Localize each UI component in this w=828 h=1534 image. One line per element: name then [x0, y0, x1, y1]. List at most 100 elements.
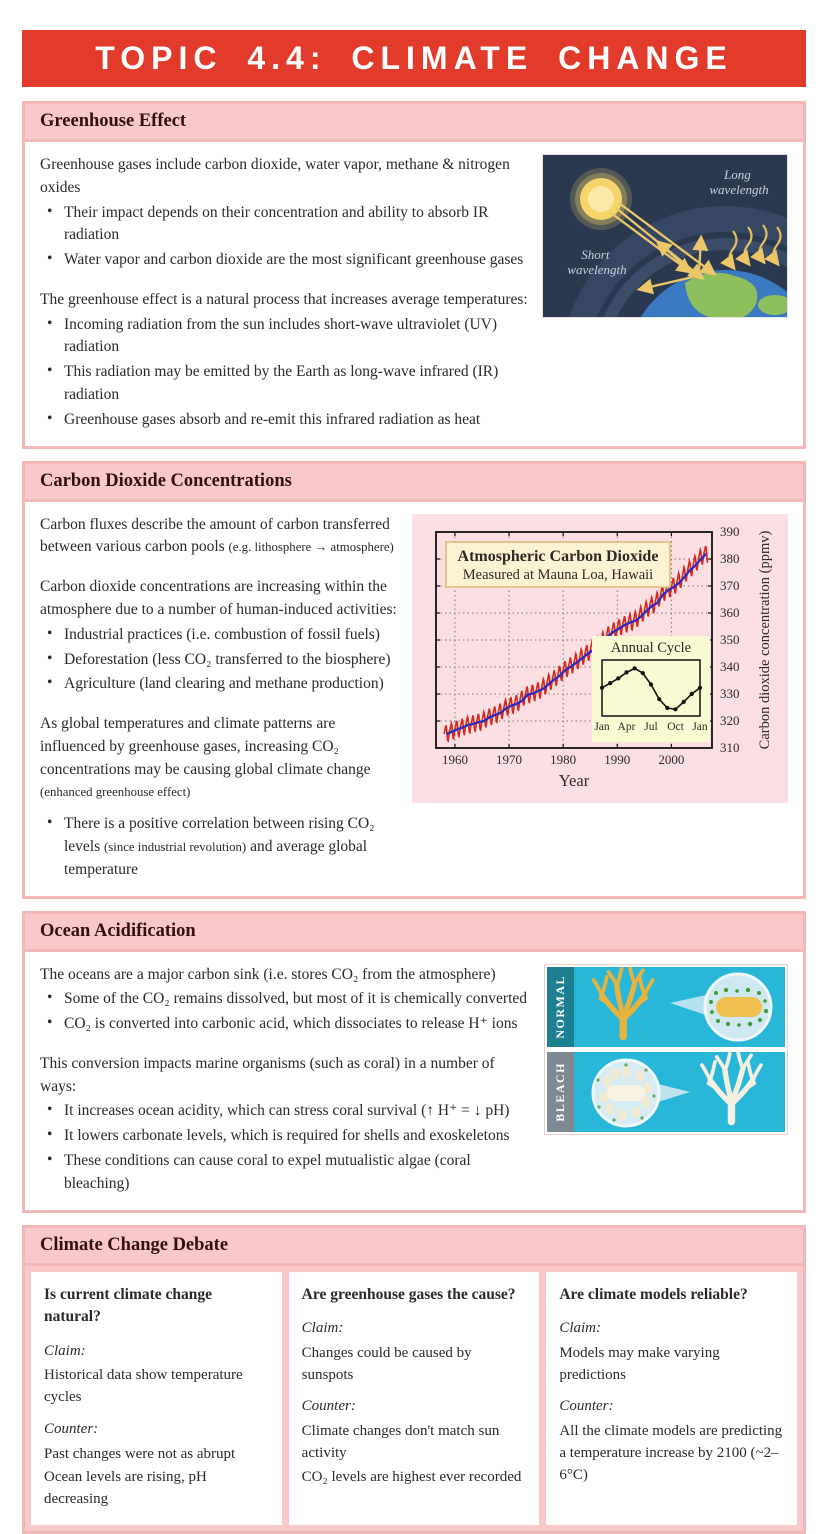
earth-continents — [685, 272, 787, 317]
paragraph: Greenhouse gases include carbon dioxide,… — [40, 156, 510, 196]
y-tick-label: 350 — [720, 632, 740, 647]
x-tick-label: 1970 — [496, 752, 522, 767]
counter-lines: All the climate models are predicting a … — [559, 1421, 784, 1486]
counter-label: Counter: — [44, 1420, 99, 1437]
claim-text: Models may make varying predictions — [559, 1344, 720, 1383]
counter-lines: Past changes were not as abrupt Ocean lev… — [44, 1444, 269, 1511]
bullet-list: There is a positive correlation between … — [40, 812, 398, 881]
x-tick-label: 1980 — [550, 752, 576, 767]
chart-title: Atmospheric Carbon Dioxide — [458, 548, 659, 565]
annual-cycle-inset-bg — [592, 635, 710, 742]
debate-column: Are greenhouse gases the cause? Claim: C… — [288, 1271, 540, 1525]
section-title: Carbon Dioxide Concentrations — [40, 470, 292, 491]
bullet: This radiation may be emitted by the Ear… — [40, 360, 528, 407]
remaining-dots — [596, 1062, 656, 1122]
bleach-label: BLEACH — [553, 1061, 567, 1122]
bleach-label-bar: BLEACH — [547, 1051, 574, 1132]
debate-question: Is current climate change natural? — [44, 1285, 213, 1326]
paragraph: Carbon dioxide concentrations are increa… — [40, 578, 397, 618]
section-header-greenhouse: Greenhouse Effect — [25, 104, 803, 142]
counter-lines: Climate changes don't match sun activity… — [302, 1421, 527, 1488]
y-tick-label: 380 — [720, 551, 740, 566]
claim-text: Changes could be caused by sunspots — [301, 1344, 472, 1383]
inset-month-label: Jan — [594, 721, 610, 733]
bleached-coral — [702, 1052, 761, 1122]
counter-label: Counter: — [301, 1398, 356, 1415]
y-tick-label: 340 — [720, 659, 740, 674]
counter-text: Ocean levels are rising, pH decreasing — [44, 1469, 207, 1507]
paragraph: As global temperatures and climate patte… — [40, 715, 371, 800]
bullet: It lowers carbonate levels, which is req… — [40, 1124, 530, 1148]
ocean-text: The oceans are a major carbon sink (i.e.… — [40, 964, 530, 1198]
section-header-ocean: Ocean Acidification — [25, 913, 803, 952]
pale-tissue — [607, 1084, 645, 1101]
magnifier-beam — [658, 1083, 690, 1102]
bullet: It increases ocean acidity, which can st… — [40, 1099, 530, 1123]
bullet: Industrial practices (i.e. combustion of… — [40, 623, 398, 647]
keeling-curve-chart: 1960 1970 1980 1990 2000 310 320 330 340 350 360 37… — [435, 524, 773, 790]
paragraph: The greenhouse effect is a natural proce… — [40, 290, 528, 308]
section-title: Ocean Acidification — [40, 920, 196, 941]
bullet: Greenhouse gases absorb and re-emit this… — [40, 408, 528, 432]
claim-label: Claim: — [559, 1320, 602, 1337]
chart-subtitle: Measured at Mauna Loa, Hawaii — [463, 567, 653, 583]
paragraph: This conversion impacts marine organisms… — [40, 1054, 495, 1095]
bullet: Deforestation (less CO₂ transferred to t… — [40, 648, 398, 672]
bullet-list: Industrial practices (i.e. combustion of… — [40, 623, 398, 696]
bullet-list: Incoming radiation from the sun includes… — [40, 313, 528, 432]
longwave-heat-arrows — [720, 224, 782, 271]
coral-bleaching-figure: NORMAL — [544, 963, 788, 1135]
healthy-coral — [594, 967, 653, 1037]
seasonal-co2-line — [443, 545, 709, 743]
y-tick-label: 310 — [720, 740, 740, 755]
bullet: Water vapor and carbon dioxide are the m… — [40, 248, 528, 272]
x-axis-label: Year — [559, 771, 590, 790]
incoming-radiation-arrows — [610, 202, 717, 295]
claim-lines: Historical data show temperature cycles — [44, 1365, 269, 1409]
trend-co2-line — [445, 552, 707, 735]
section-header-co2: Carbon Dioxide Concentrations — [25, 463, 803, 502]
section-ocean-acidification: Ocean Acidification The oceans are a maj… — [22, 910, 806, 1213]
co2-text: Carbon fluxes describe the amount of car… — [40, 514, 398, 884]
section-greenhouse-effect: Greenhouse Effect Greenhouse gases inclu… — [22, 101, 806, 449]
greenhouse-effect-illustration: Long wavelength Short wavelength — [542, 154, 788, 318]
bullet: Agriculture (land clearing and methane p… — [40, 672, 398, 696]
section-climate-debate: Climate Change Debate Is current climate… — [22, 1224, 806, 1534]
greenhouse-text: Greenhouse gases include carbon dioxide,… — [40, 154, 528, 434]
bullet: These conditions can cause coral to expe… — [40, 1149, 530, 1196]
inset-month-label: Oct — [667, 721, 684, 733]
counter-text: CO₂ levels are highest ever recorded — [301, 1468, 522, 1485]
counter-text: Climate changes don't match sun activity — [301, 1423, 500, 1461]
topic-banner: TOPIC 4.4: CLIMATE CHANGE — [22, 30, 806, 87]
greenhouse-body: Greenhouse gases include carbon dioxide,… — [25, 142, 803, 446]
co2-chart-panel: 1960 1970 1980 1990 2000 310 320 330 340 350 360 37… — [412, 513, 788, 803]
coral-row-normal: NORMAL — [547, 966, 785, 1047]
debate-column: Is current climate change natural? Claim… — [31, 1271, 282, 1525]
counter-label: Counter: — [559, 1398, 614, 1415]
x-tick-label: 2000 — [658, 752, 684, 767]
section-title: Climate Change Debate — [40, 1234, 229, 1255]
long-wavelength-label: Long wavelength — [709, 167, 768, 197]
normal-label: NORMAL — [553, 974, 567, 1039]
ocean-body: The oceans are a major carbon sink (i.e.… — [25, 951, 803, 1210]
bullet: Their impact depends on their concentrat… — [40, 201, 528, 248]
coral-tissue — [716, 996, 762, 1017]
y-tick-label: 360 — [720, 605, 740, 620]
x-tick-label: 1960 — [442, 752, 468, 767]
normal-label-bar: NORMAL — [547, 966, 574, 1047]
section-title: Greenhouse Effect — [40, 111, 187, 131]
debate-columns: Is current climate change natural? Claim… — [25, 1265, 803, 1531]
inset-month-label: Apr — [618, 721, 636, 733]
zooxanthellae-dots — [709, 987, 769, 1027]
paragraph: The oceans are a major carbon sink (i.e.… — [40, 965, 496, 983]
normal-coral-art — [574, 966, 785, 1047]
counter-text: All the climate models are predicting a … — [559, 1423, 783, 1483]
claim-text: Historical data show temperature cycles — [44, 1367, 243, 1405]
bullet: CO₂ is converted into carbonic acid, whi… — [40, 1012, 530, 1036]
bullet: There is a positive correlation between … — [40, 812, 398, 881]
claim-lines: Models may make varying predictions — [559, 1343, 784, 1387]
section-header-debate: Climate Change Debate — [25, 1227, 803, 1266]
bullet-list: Their impact depends on their concentrat… — [40, 201, 528, 272]
bullet-list: It increases ocean acidity, which can st… — [40, 1099, 530, 1196]
